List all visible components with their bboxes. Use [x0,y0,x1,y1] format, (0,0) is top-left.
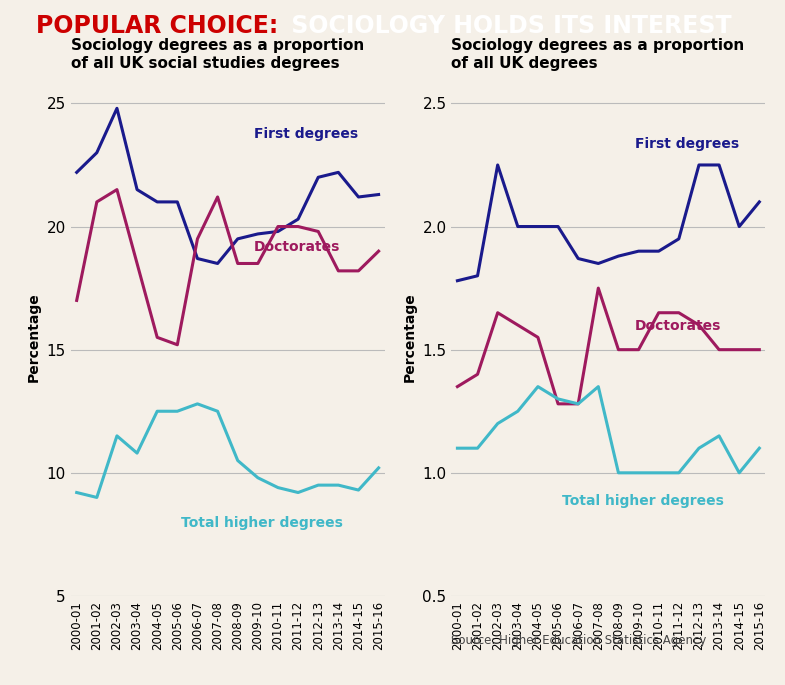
Text: Doctorates: Doctorates [634,319,721,333]
Text: SOCIOLOGY HOLDS ITS INTEREST: SOCIOLOGY HOLDS ITS INTEREST [283,14,731,38]
Text: Source: Higher Education Statistics Agency: Source: Higher Education Statistics Agen… [451,634,706,647]
Text: Doctorates: Doctorates [254,240,340,254]
Y-axis label: Percentage: Percentage [27,292,41,382]
Y-axis label: Percentage: Percentage [403,292,417,382]
Text: POPULAR CHOICE:: POPULAR CHOICE: [36,14,279,38]
Text: First degrees: First degrees [254,127,358,141]
Text: Sociology degrees as a proportion
of all UK social studies degrees: Sociology degrees as a proportion of all… [71,38,364,71]
Text: Total higher degrees: Total higher degrees [562,494,724,508]
Text: Total higher degrees: Total higher degrees [181,516,343,530]
Text: Sociology degrees as a proportion
of all UK degrees: Sociology degrees as a proportion of all… [451,38,745,71]
Text: First degrees: First degrees [634,137,739,151]
